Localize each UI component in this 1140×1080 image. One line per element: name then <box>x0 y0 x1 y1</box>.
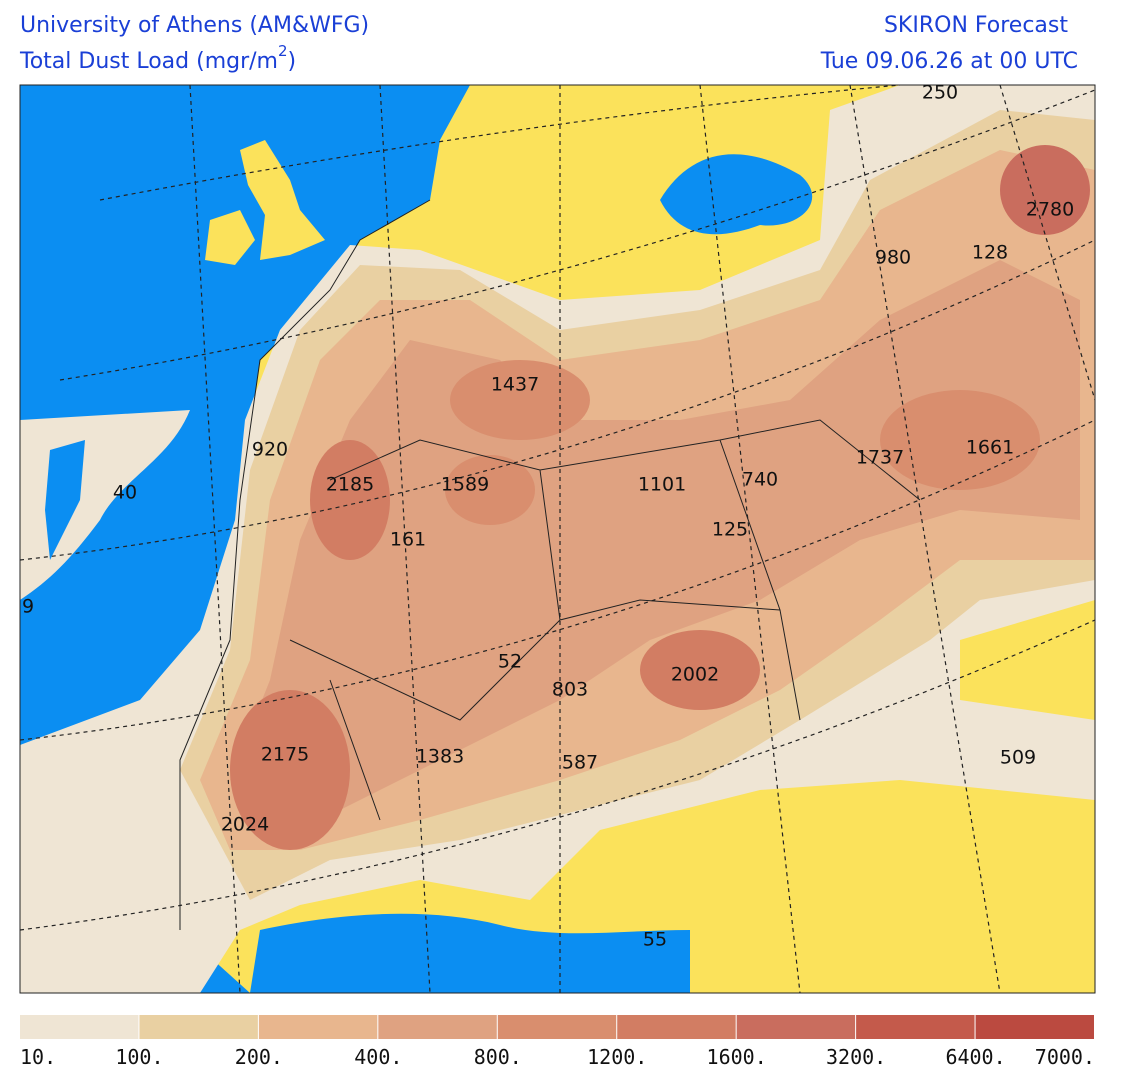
legend-swatch <box>856 1015 975 1039</box>
legend-label: 800. <box>474 1045 522 1069</box>
legend: 10. 100. 200. 400. 800. 1200. 1600. 3200. 6400. 7… <box>20 1015 1095 1069</box>
legend-label: 100. <box>115 1045 163 1069</box>
legend-swatch <box>975 1015 1094 1039</box>
map-value-label: 740 <box>742 469 778 491</box>
coastline <box>179 199 921 930</box>
map-labels: 250 2780 128 980 1437 920 2185 1589 1101 740 1737 1… <box>22 82 1074 951</box>
map-frame <box>19 84 1096 994</box>
dust-400 <box>230 260 1080 820</box>
map-value-label: 55 <box>643 929 667 951</box>
map-value-label: 920 <box>252 439 288 461</box>
legend-swatch <box>736 1015 856 1039</box>
dust-1200 <box>640 630 760 710</box>
map-value-label: 1101 <box>638 474 686 496</box>
legend-swatch <box>20 1015 139 1039</box>
legend-label: 1600. <box>707 1045 767 1069</box>
ocean-pocket <box>45 440 85 560</box>
map-value-label: 1437 <box>491 374 539 396</box>
dust-1200 <box>230 690 350 850</box>
legend-swatch <box>497 1015 617 1039</box>
dust-1200 <box>310 440 390 560</box>
map-value-label: 161 <box>390 529 426 551</box>
black-sea <box>660 154 813 235</box>
dust-800 <box>880 390 1040 490</box>
header-subtitle: Total Dust Load (mgr/m2) <box>19 42 296 74</box>
dust-800 <box>450 360 590 440</box>
header-product: SKIRON Forecast <box>884 13 1068 38</box>
map-value-label: 128 <box>972 242 1008 264</box>
map-value-label: 125 <box>712 519 748 541</box>
map-value-label: 250 <box>922 82 958 104</box>
legend-label: 1200. <box>587 1045 647 1069</box>
map-value-label: 52 <box>498 651 522 673</box>
map-value-label: 2175 <box>261 744 309 766</box>
subtitle-close: ) <box>288 49 297 74</box>
legend-swatch <box>378 1015 497 1039</box>
legend-label: 200. <box>235 1045 283 1069</box>
map-value-label: 2024 <box>221 814 269 836</box>
map-value-label: 1661 <box>966 437 1014 459</box>
map-value-label: 2185 <box>326 474 374 496</box>
map-value-label: 40 <box>113 482 137 504</box>
map-value-label: 980 <box>875 247 911 269</box>
gulf-of-guinea <box>250 913 690 993</box>
map-value-label: 587 <box>562 752 598 774</box>
map-value-label: 509 <box>1000 747 1036 769</box>
map-value-label: 1383 <box>416 746 464 768</box>
header-title: University of Athens (AM&WFG) <box>20 13 369 38</box>
map-value-label: 803 <box>552 679 588 701</box>
map-value-label: 2002 <box>671 664 719 686</box>
legend-swatch <box>139 1015 258 1039</box>
uk <box>240 140 325 260</box>
map-value-label: 1589 <box>441 474 489 496</box>
ireland <box>205 210 255 265</box>
header-date: Tue 09.06.26 at 00 UTC <box>820 49 1078 74</box>
map-value-label: 9 <box>22 596 34 618</box>
grid-line <box>20 85 1095 993</box>
dust-800 <box>445 455 535 525</box>
map-value-label: 1737 <box>856 447 904 469</box>
legend-label: 3200. <box>826 1045 886 1069</box>
legend-label: 6400. <box>945 1045 1005 1069</box>
legend-label: 7000. <box>1035 1045 1095 1069</box>
legend-label: 10. <box>20 1045 56 1069</box>
legend-swatch <box>258 1015 378 1039</box>
map-value-label: 2780 <box>1026 199 1074 221</box>
map <box>20 85 1095 993</box>
dust-1600 <box>1000 145 1090 235</box>
subtitle-superscript: 2 <box>278 42 288 60</box>
legend-label: 400. <box>354 1045 402 1069</box>
subtitle-text: Total Dust Load (mgr/m <box>19 49 278 74</box>
legend-swatch <box>617 1015 736 1039</box>
